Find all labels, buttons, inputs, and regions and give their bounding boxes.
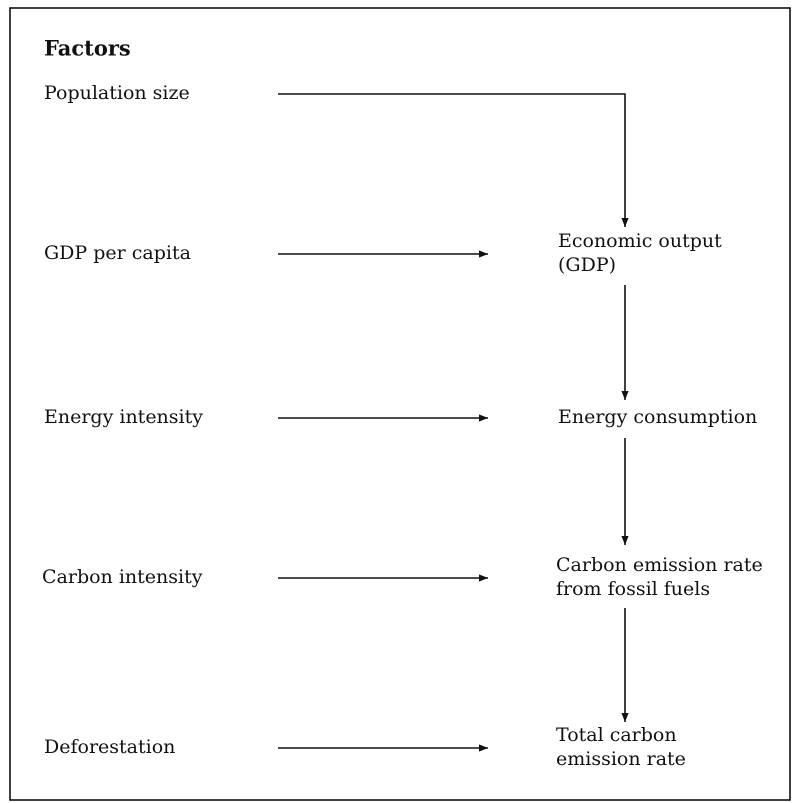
outcome-label: Total carbon [556, 724, 677, 746]
outcome-label: (GDP) [558, 254, 616, 276]
outcome-label: Energy consumption [558, 406, 757, 428]
outcome-label: Carbon emission rate [556, 554, 763, 576]
factor-label: Deforestation [44, 736, 175, 758]
title: Factors [44, 36, 131, 61]
factor-label: Energy intensity [44, 406, 203, 428]
arrow [278, 93, 629, 227]
outcome-label: Economic output [558, 230, 722, 252]
outcome-label: from fossil fuels [556, 578, 710, 600]
factor-label: Population size [44, 82, 190, 104]
frame [9, 7, 791, 801]
factor-label: GDP per capita [44, 242, 191, 264]
outcome-label: emission rate [556, 748, 686, 770]
factor-label: Carbon intensity [42, 566, 203, 588]
